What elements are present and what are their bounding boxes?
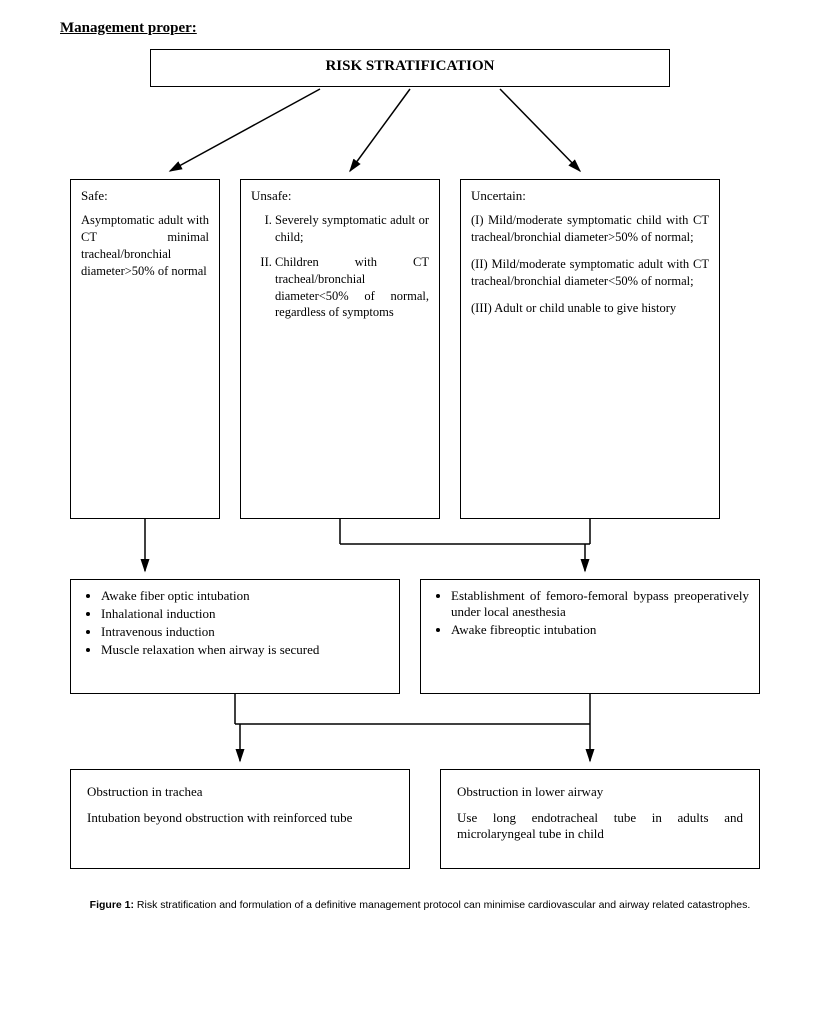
node-body: Intubation beyond obstruction with reinf… <box>87 810 393 826</box>
figure-text: Risk stratification and formulation of a… <box>134 899 750 911</box>
node-safe-actions: Awake fiber optic intubation Inhalationa… <box>70 579 400 694</box>
list-item: (I) Mild/moderate symptomatic child with… <box>471 212 709 246</box>
node-title: Obstruction in lower airway <box>457 784 743 800</box>
list-item: Establishment of femoro-femoral bypass p… <box>451 588 749 620</box>
node-unsafe: Unsafe: Severely symptomatic adult or ch… <box>240 179 440 519</box>
figure-caption: Figure 1: Risk stratification and formul… <box>30 899 810 911</box>
node-uncertain-title: Uncertain: <box>471 188 709 204</box>
node-safe-body: Asymptomatic adult with CT minimal trach… <box>81 212 209 280</box>
list-item: Muscle relaxation when airway is secured <box>101 642 389 658</box>
list-item: (III) Adult or child unable to give hist… <box>471 300 709 317</box>
list-item: Children with CT tracheal/bronchial diam… <box>275 254 429 322</box>
node-uncertain: Uncertain: (I) Mild/moderate symptomatic… <box>460 179 720 519</box>
list-item: Intravenous induction <box>101 624 389 640</box>
list-item: Inhalational induction <box>101 606 389 622</box>
list-item: (II) Mild/moderate symptomatic adult wit… <box>471 256 709 290</box>
node-obstruction-trachea: Obstruction in trachea Intubation beyond… <box>70 769 410 869</box>
list-item: Awake fibreoptic intubation <box>451 622 749 638</box>
section-title: Management proper: <box>60 20 810 37</box>
node-unsafe-title: Unsafe: <box>251 188 429 204</box>
flowchart: RISK STRATIFICATION Safe: Asymptomatic a… <box>30 49 810 949</box>
node-obstruction-lower: Obstruction in lower airway Use long end… <box>440 769 760 869</box>
list-item: Awake fiber optic intubation <box>101 588 389 604</box>
node-unsafe-list: Severely symptomatic adult or child; Chi… <box>251 212 429 321</box>
node-unsafe-actions: Establishment of femoro-femoral bypass p… <box>420 579 760 694</box>
root-node: RISK STRATIFICATION <box>150 49 670 87</box>
action-list: Awake fiber optic intubation Inhalationa… <box>81 588 389 658</box>
list-item: Severely symptomatic adult or child; <box>275 212 429 246</box>
figure-label: Figure 1: <box>90 899 134 911</box>
node-safe: Safe: Asymptomatic adult with CT minimal… <box>70 179 220 519</box>
node-body: Use long endotracheal tube in adults and… <box>457 810 743 842</box>
node-uncertain-body: (I) Mild/moderate symptomatic child with… <box>471 212 709 316</box>
action-list: Establishment of femoro-femoral bypass p… <box>431 588 749 638</box>
node-title: Obstruction in trachea <box>87 784 393 800</box>
node-safe-title: Safe: <box>81 188 209 204</box>
